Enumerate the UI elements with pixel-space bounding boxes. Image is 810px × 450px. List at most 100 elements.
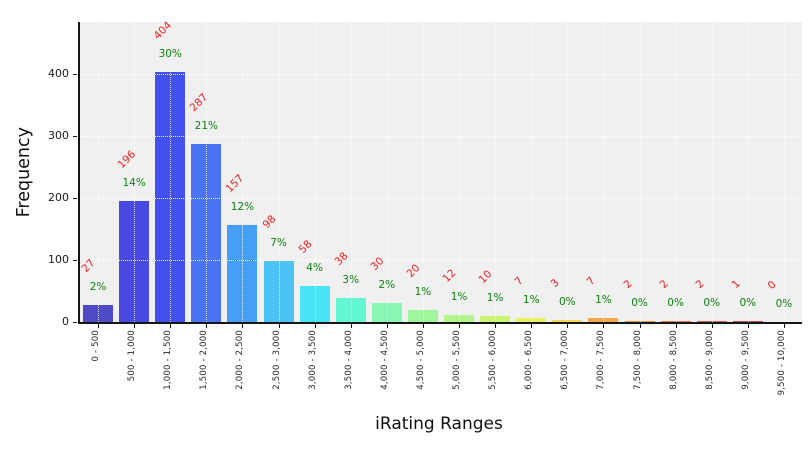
- bar-count-label: 7: [512, 274, 526, 288]
- x-gridline: [675, 22, 677, 322]
- x-gridline: [242, 22, 244, 322]
- bar-percent-label: 12%: [230, 200, 255, 213]
- x-tick-mark: [350, 324, 352, 328]
- bar-percent-label: 1%: [522, 293, 540, 306]
- x-tick-mark: [603, 324, 605, 328]
- x-tick-mark: [386, 324, 388, 328]
- x-tick-label-text: 5,000 - 5,500: [452, 330, 463, 390]
- y-tick-mark: [73, 136, 77, 138]
- x-tick-label: 5,000 - 5,500: [439, 330, 475, 420]
- bar-count-label: 30: [368, 255, 387, 274]
- bar-percent-label: 0%: [703, 296, 721, 309]
- x-gridline: [422, 22, 424, 322]
- x-tick-label: 4,000 - 4,500: [367, 330, 403, 420]
- bar-percent-label: 1%: [414, 285, 432, 298]
- x-tick-label-text: 5,500 - 6,000: [488, 330, 499, 390]
- x-tick-mark: [711, 324, 713, 328]
- x-tick-label-text: 7,500 - 8,000: [632, 330, 643, 390]
- x-tick-mark: [242, 324, 244, 328]
- x-gridline: [350, 22, 352, 322]
- x-tick-mark: [422, 324, 424, 328]
- bar-count-label: 0: [765, 278, 779, 292]
- bar-count-label: 58: [296, 238, 315, 257]
- x-tick-label: 8,500 - 9,000: [692, 330, 728, 420]
- bar-count-label: 7: [584, 274, 599, 288]
- x-gridline: [567, 22, 569, 322]
- bar-count-label: 2: [657, 277, 671, 291]
- x-tick-mark: [567, 324, 569, 328]
- x-tick-label-text: 3,500 - 4,000: [343, 330, 354, 390]
- x-tick-label-text: 7,000 - 7,500: [596, 330, 607, 390]
- x-tick-label: 6,000 - 6,500: [511, 330, 547, 420]
- x-tick-label: 1,000 - 1,500: [150, 330, 186, 420]
- x-tick-label-text: 6,500 - 7,000: [560, 330, 571, 390]
- y-tick-mark: [73, 74, 77, 76]
- bar-count-label: 2: [693, 277, 707, 291]
- bar-percent-label: 2%: [378, 279, 396, 292]
- x-tick-label-text: 500 - 1,000: [127, 330, 138, 382]
- x-tick-label-text: 1,500 - 2,000: [199, 330, 210, 390]
- bar-percent-label: 0%: [739, 297, 757, 309]
- x-gridline: [206, 22, 208, 322]
- x-gridline: [783, 22, 785, 322]
- x-tick-mark: [675, 324, 677, 328]
- x-tick-label: 0 - 500: [78, 330, 114, 420]
- x-tick-mark: [747, 324, 749, 328]
- x-tick-label: 7,000 - 7,500: [583, 330, 619, 420]
- bar-percent-label: 0%: [667, 296, 684, 309]
- x-tick-label: 8,000 - 8,500: [656, 330, 692, 420]
- x-tick-label-text: 9,000 - 9,500: [740, 330, 751, 390]
- x-tick-label: 6,500 - 7,000: [547, 330, 583, 420]
- x-gridline: [386, 22, 388, 322]
- x-gridline: [314, 22, 316, 322]
- x-gridline: [711, 22, 713, 322]
- bar-percent-label: 3%: [342, 274, 360, 287]
- x-tick-mark: [278, 324, 280, 328]
- bar-percent-label: 1%: [450, 290, 468, 303]
- bar-count-label: 38: [332, 250, 351, 269]
- x-gridline: [170, 22, 172, 322]
- x-tick-label: 2,000 - 2,500: [222, 330, 258, 420]
- bar-percent-label: 4%: [306, 262, 323, 275]
- bar-percent-label: 30%: [158, 47, 182, 60]
- x-tick-label: 3,500 - 4,000: [331, 330, 367, 420]
- bar-count-label: 12: [440, 266, 459, 285]
- x-gridline: [134, 22, 136, 322]
- bar-count-label: 3: [548, 276, 563, 291]
- bar-percent-label: 7%: [270, 237, 287, 250]
- x-gridline: [603, 22, 605, 322]
- x-gridline: [98, 22, 100, 322]
- x-tick-label: 500 - 1,000: [114, 330, 150, 420]
- y-tick-label: 300: [48, 129, 69, 143]
- x-tick-label: 9,000 - 9,500: [728, 330, 764, 420]
- y-tick-label: 100: [48, 253, 69, 267]
- bar-percent-label: 1%: [595, 293, 612, 306]
- x-gridline: [278, 22, 280, 322]
- x-tick-label: 5,500 - 6,000: [475, 330, 511, 420]
- x-tick-mark: [98, 324, 100, 328]
- bar-percent-label: 0%: [775, 298, 793, 310]
- y-tick-label: 400: [48, 67, 69, 81]
- y-tick-label: 0: [62, 315, 69, 328]
- x-tick-label-text: 4,500 - 5,000: [415, 330, 426, 390]
- bar-percent-label: 0%: [559, 296, 576, 309]
- x-tick-label-text: 1,000 - 1,500: [163, 330, 174, 390]
- bar-percent-label: 1%: [486, 291, 504, 304]
- x-tick-label-text: 2,500 - 3,000: [271, 330, 282, 390]
- bar-count-label: 2: [621, 277, 635, 291]
- y-tick-mark: [73, 198, 77, 200]
- x-gridline: [531, 22, 533, 322]
- x-gridline: [459, 22, 461, 322]
- x-axis-title: iRating Ranges: [375, 414, 503, 434]
- x-gridline: [495, 22, 497, 322]
- x-tick-label: 2,500 - 3,000: [259, 330, 295, 420]
- y-tick-mark: [73, 260, 77, 262]
- x-tick-label: 9,500 - 10,000: [764, 330, 800, 420]
- bar-percent-label: 21%: [194, 120, 219, 133]
- y-tick-label: 200: [48, 191, 69, 205]
- bar-percent-label: 14%: [122, 176, 146, 189]
- x-tick-mark: [783, 324, 785, 328]
- x-tick-mark: [170, 324, 172, 328]
- x-tick-label-text: 9,500 - 10,000: [776, 330, 787, 396]
